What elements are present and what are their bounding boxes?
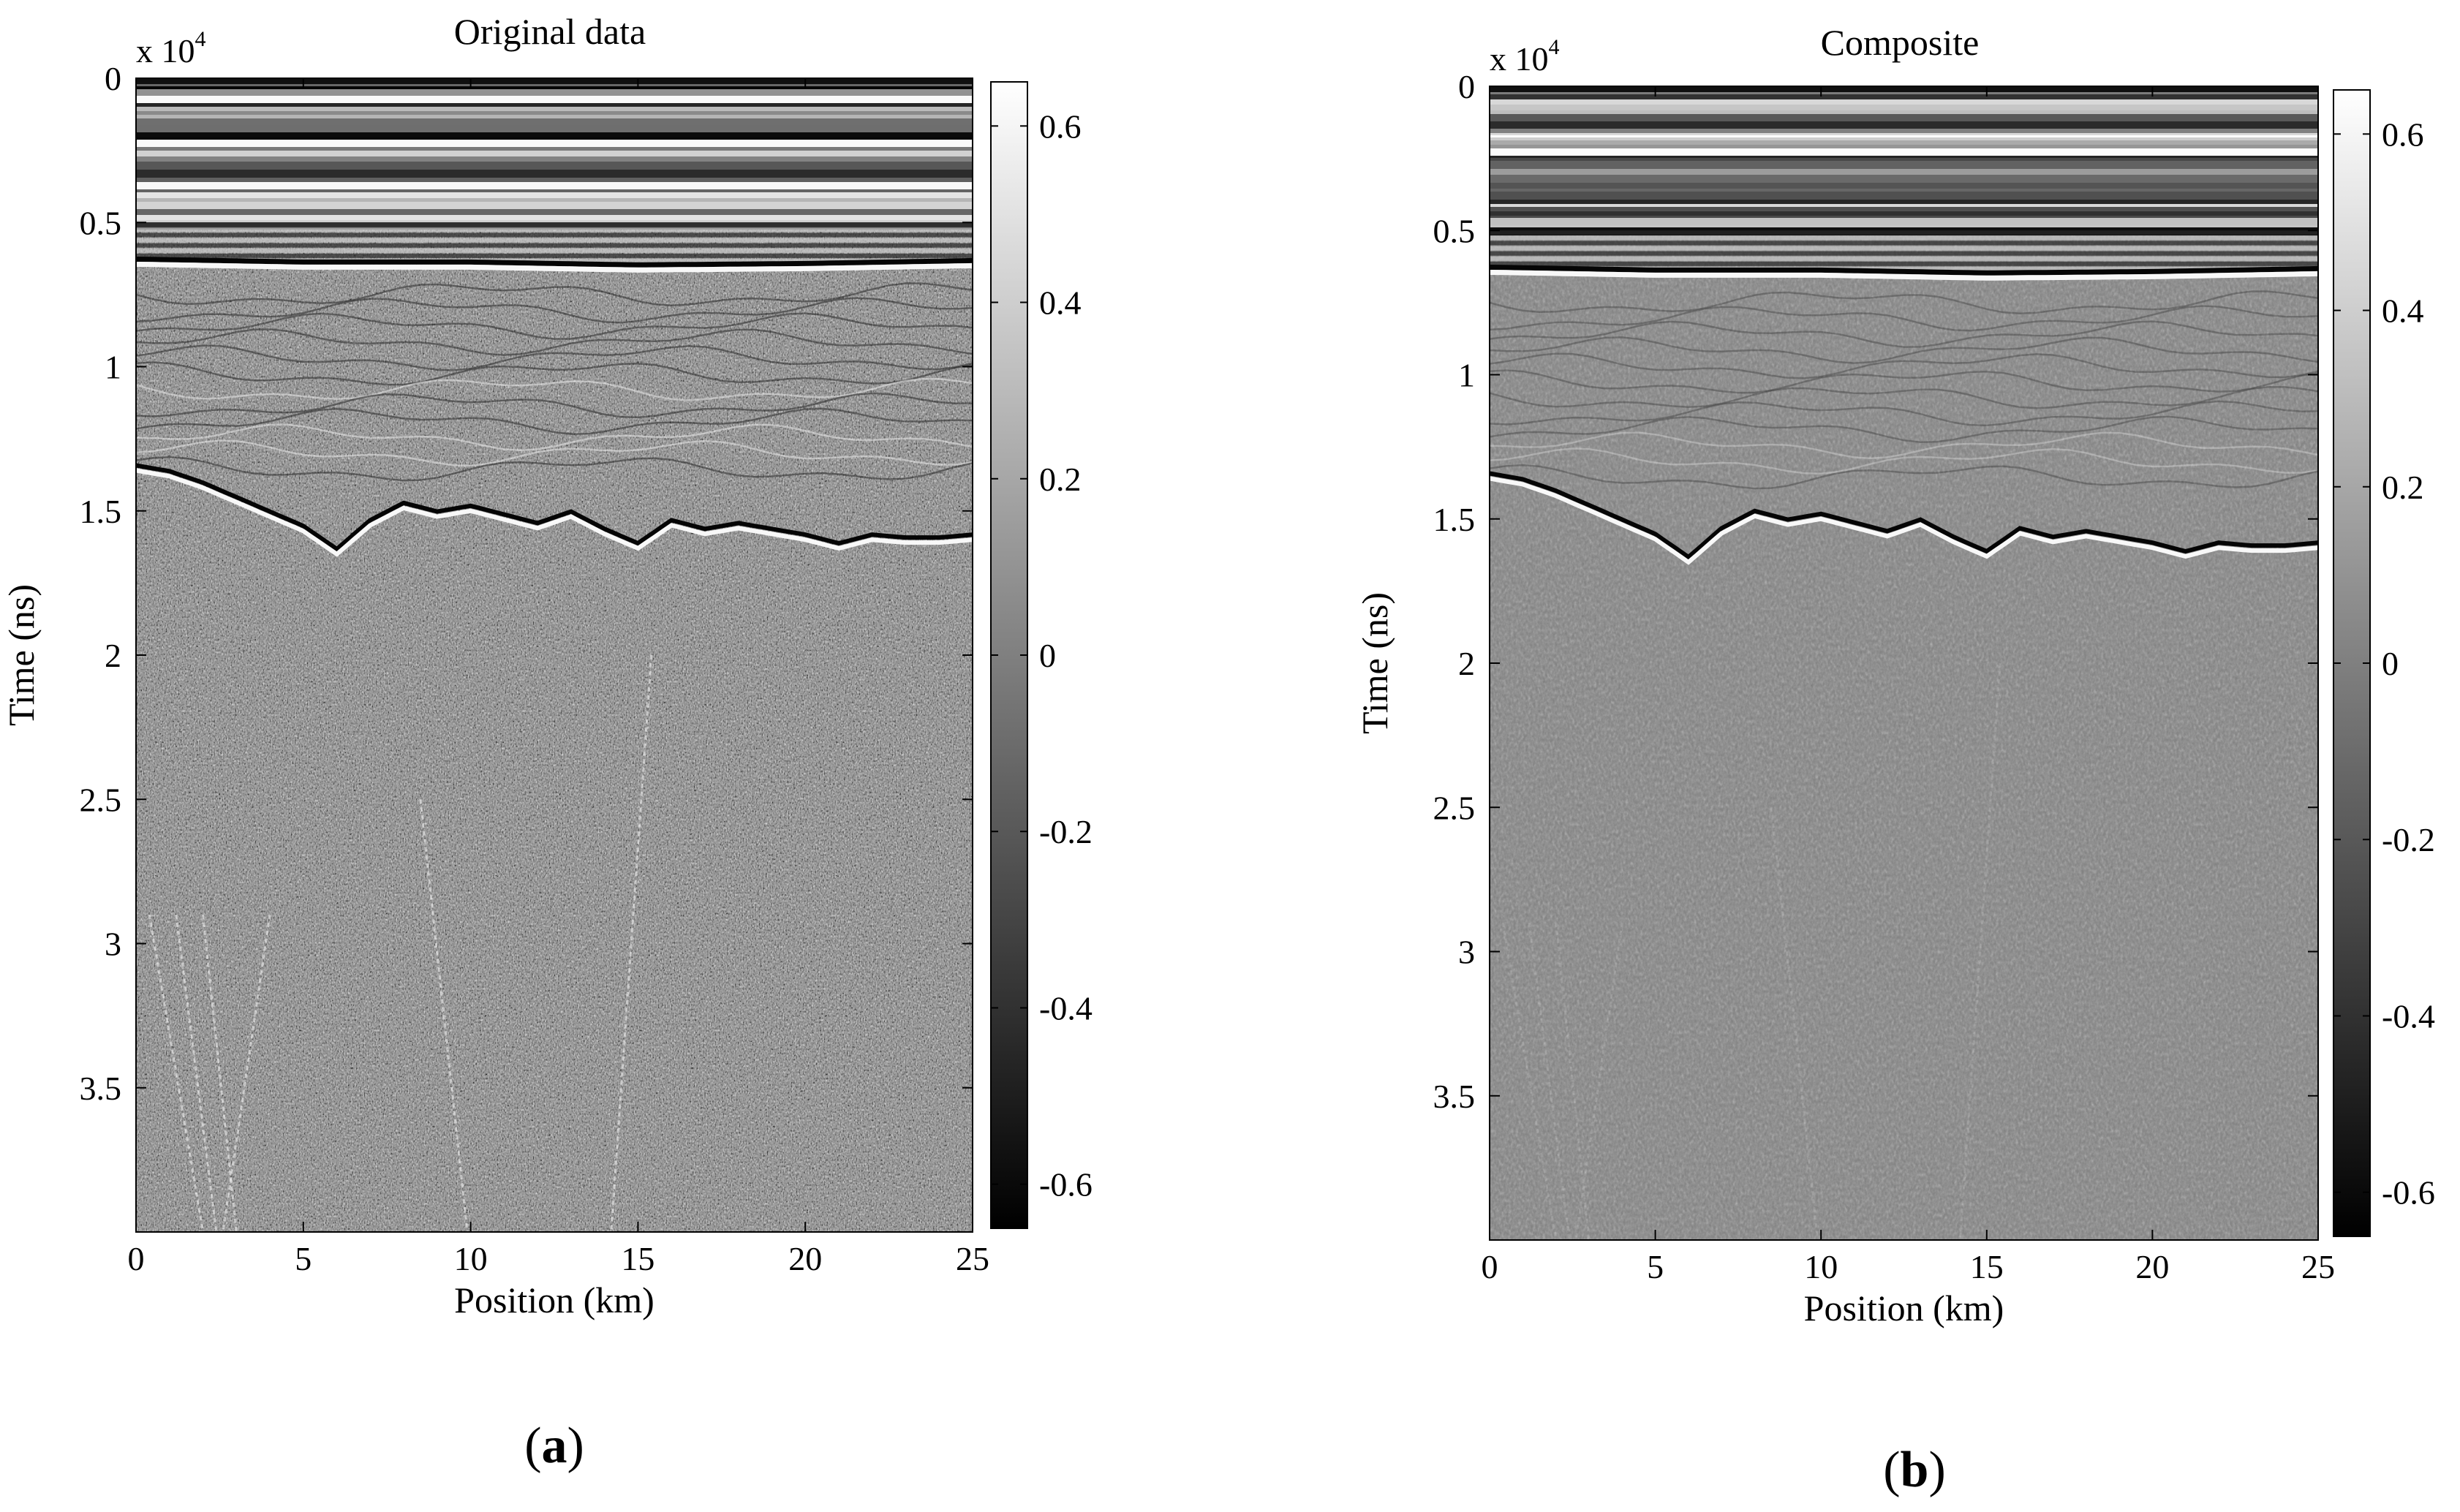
x-tick-label: 25: [956, 1240, 989, 1277]
x-axis-label: Position (km): [1804, 1288, 2004, 1328]
colorbar-tick-label: -0.2: [2382, 821, 2435, 858]
colorbar-tick-label: 0.6: [2382, 116, 2424, 153]
colorbar-tick-label: 0.2: [1039, 461, 1082, 498]
y-exponent-label: x 104: [1490, 35, 1560, 78]
x-axis-label: Position (km): [454, 1279, 654, 1320]
colorbar-tick-label: 0: [1039, 637, 1056, 674]
colorbar-tick-label: -0.4: [1039, 989, 1093, 1027]
x-tick-label: 20: [788, 1240, 822, 1277]
y-tick-label: 2.5: [80, 781, 122, 818]
y-tick-label: 1.5: [1433, 501, 1476, 538]
radargram-image: [1490, 86, 2318, 1240]
colorbar-tick-label: -0.4: [2382, 997, 2435, 1035]
x-tick-label: 10: [454, 1240, 488, 1277]
radargram-image: [136, 78, 973, 1232]
y-tick-label: 2.5: [1433, 789, 1476, 826]
y-tick-label: 0.5: [80, 204, 122, 241]
colorbar-tick-label: 0.4: [2382, 292, 2424, 330]
y-tick-label: 0: [105, 60, 121, 97]
y-tick-label: 3: [105, 926, 121, 963]
y-tick-label: 0.5: [1433, 212, 1476, 249]
horizon-bedrock-bright: [1490, 476, 2318, 565]
y-axis-label: Time (ns): [1, 584, 42, 726]
y-tick-label: 3.5: [1433, 1078, 1476, 1115]
x-tick-label: 15: [1970, 1248, 2004, 1285]
y-tick-label: 3.5: [80, 1070, 122, 1107]
horizon-bedrock-bright: [136, 468, 973, 557]
colorbar-tick-label: 0: [2382, 645, 2399, 682]
x-tick-label: 10: [1804, 1248, 1838, 1285]
y-tick-label: 2: [1458, 645, 1475, 682]
horizon-surface-dark: [1490, 265, 2318, 276]
y-tick-label: 3: [1458, 934, 1475, 971]
y-tick-label: 1: [105, 349, 121, 386]
panel-b: 0 5 10 15 20 25 0 0.5 1 1.5 2 2.5 3 3.5 Position (km) T…: [1354, 22, 2435, 1498]
colorbar-tick-label: -0.6: [1039, 1166, 1093, 1203]
y-tick-label: 0: [1458, 68, 1475, 105]
horizon-surface-bright: [1490, 270, 2318, 281]
panel-caption: (a): [524, 1418, 584, 1474]
x-tick-label: 0: [128, 1240, 145, 1277]
y-tick-label: 1: [1458, 357, 1475, 394]
colorbar-tick-label: 0.2: [2382, 469, 2424, 506]
y-axis-label: Time (ns): [1354, 592, 1395, 734]
colorbar-tick-label: 0.4: [1039, 284, 1082, 322]
x-tick-label: 5: [1647, 1248, 1664, 1285]
y-tick-label: 1.5: [80, 493, 122, 530]
y-exponent-label: x 104: [136, 27, 206, 69]
panel-a: 0 5 10 15 20 25 0 0.5 1 1.5 2 2.5 3 3.5 Position (km) T…: [1, 11, 1093, 1474]
horizon-surface-bright: [136, 262, 973, 273]
horizon-bedrock-dark: [136, 463, 973, 552]
horizon-surface-dark: [136, 257, 973, 268]
x-tick-label: 20: [2135, 1248, 2169, 1285]
x-tick-label: 0: [1482, 1248, 1498, 1285]
x-tick-label: 25: [2301, 1248, 2335, 1285]
panel-caption: (b): [1883, 1442, 1946, 1498]
x-tick-label: 15: [621, 1240, 654, 1277]
y-tick-label: 2: [105, 637, 121, 674]
colorbar-tick-label: -0.6: [2382, 1174, 2435, 1212]
x-tick-label: 5: [295, 1240, 312, 1277]
horizon-bedrock-dark: [1490, 471, 2318, 560]
colorbar-tick-label: 0.6: [1039, 107, 1082, 145]
chart-title: Composite: [1821, 22, 1980, 63]
colorbar-tick-label: -0.2: [1039, 813, 1093, 850]
chart-title: Original data: [454, 11, 646, 52]
